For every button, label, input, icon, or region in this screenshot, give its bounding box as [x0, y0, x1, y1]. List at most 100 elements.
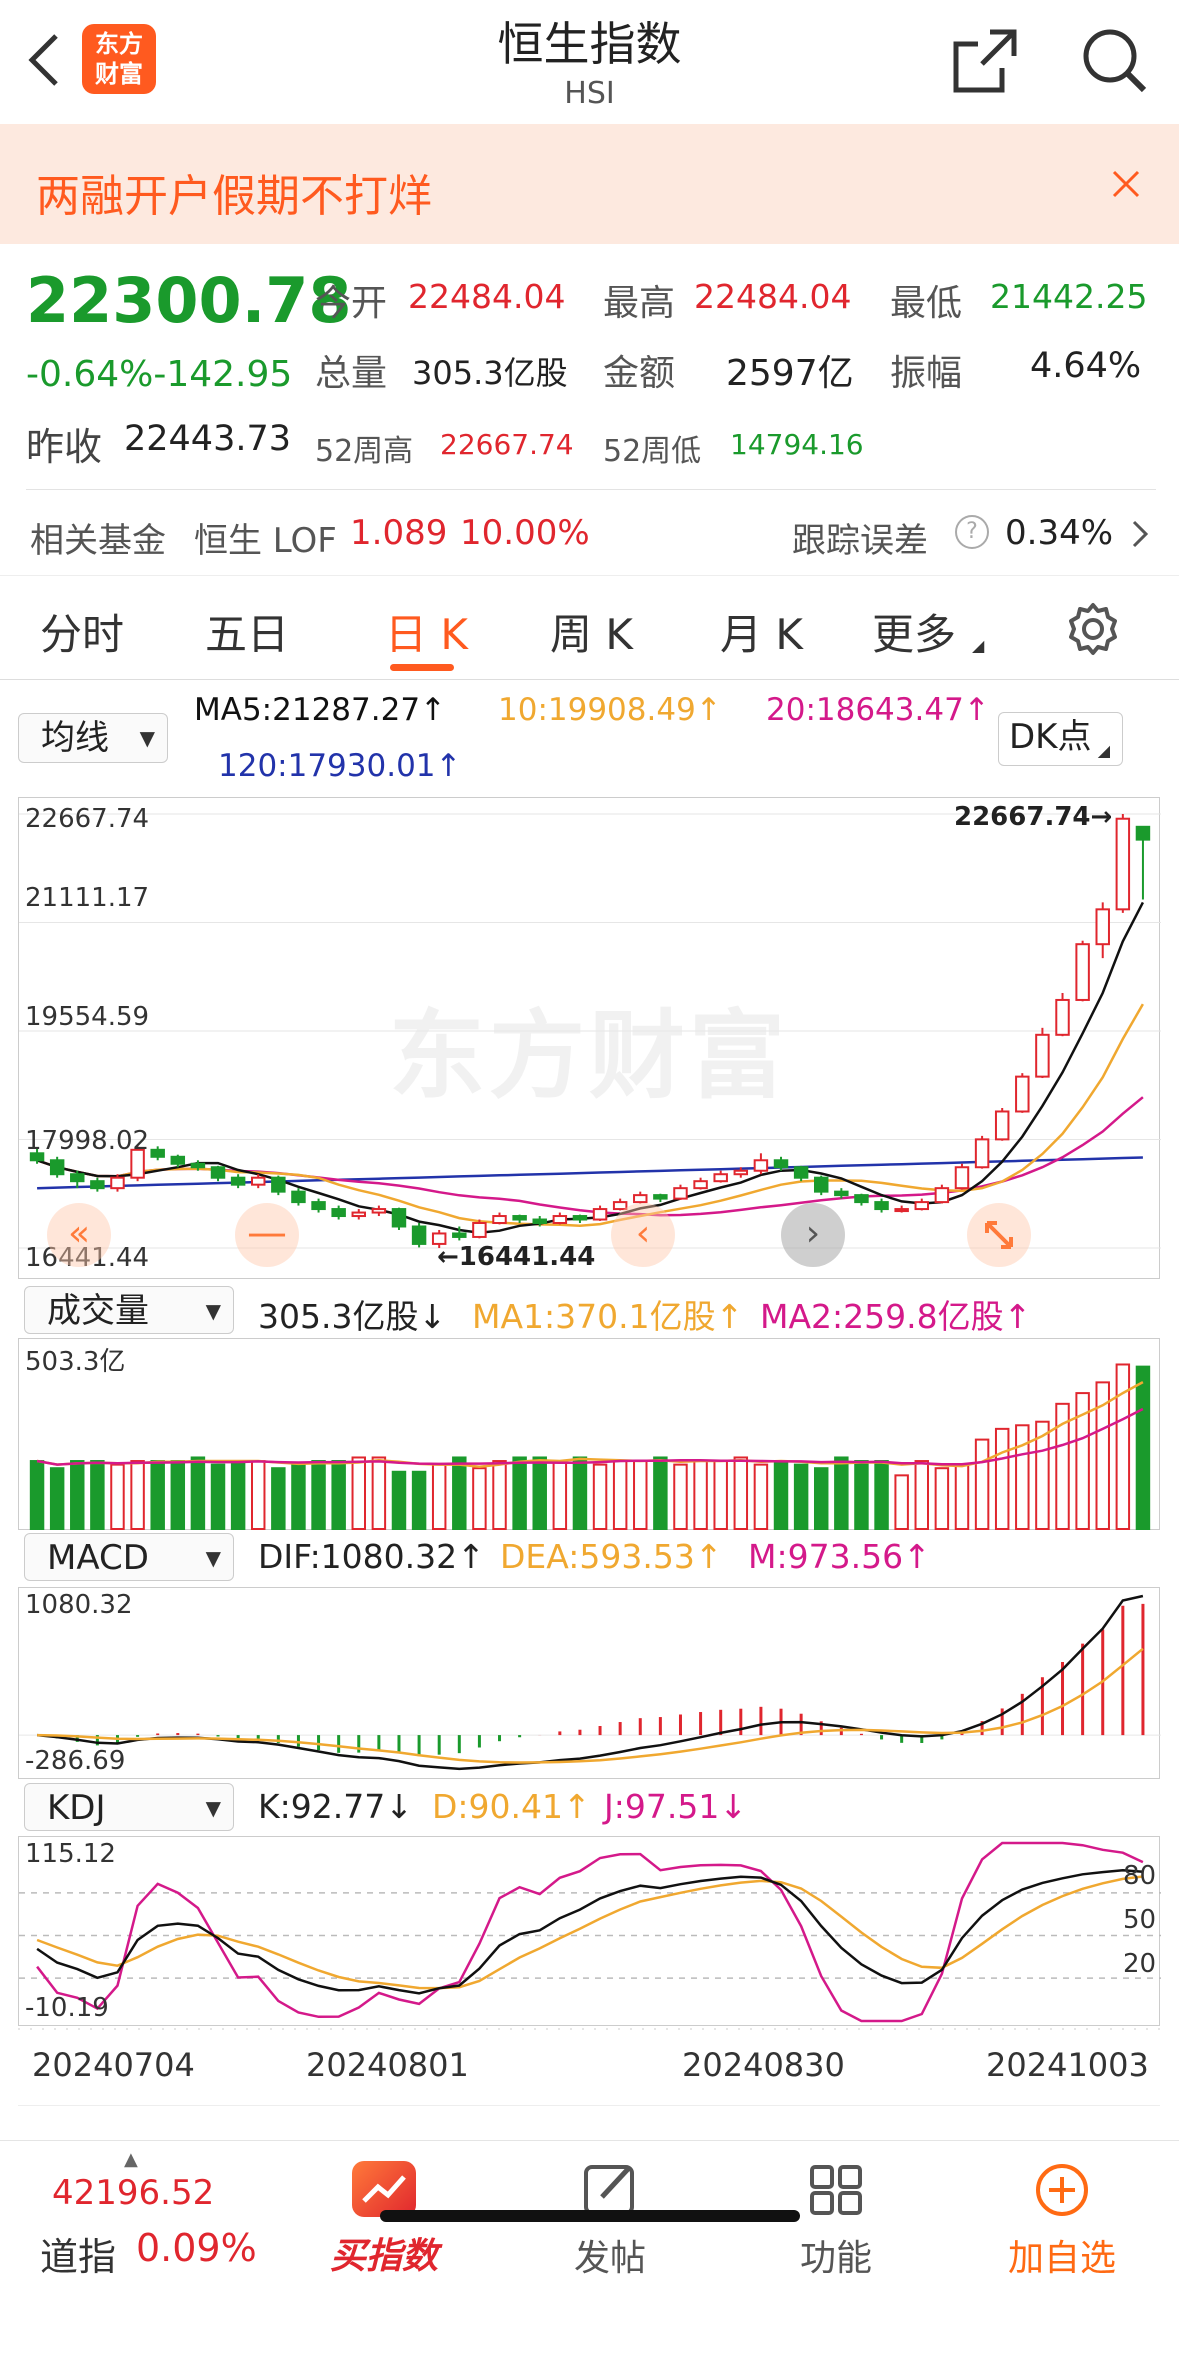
date-label: 20240704: [32, 2046, 195, 2084]
macd-m: M:973.56↑: [748, 1537, 931, 1576]
prev-close-value: 22443.73: [124, 419, 292, 459]
volume-bar: [633, 1460, 648, 1530]
kline-chart[interactable]: 东方财富 22667.74 21111.17 19554.59 17998.02…: [18, 797, 1161, 1279]
tab-more[interactable]: 更多: [872, 610, 957, 659]
volume-bar: [552, 1460, 568, 1530]
candle: [1075, 943, 1090, 1001]
date-label: 20241003: [986, 2046, 1149, 2084]
related-fund-row[interactable]: 相关基金 恒生 LOF 1.089 10.00% 跟踪误差 ? 0.34%: [0, 495, 1179, 575]
candle: [713, 1173, 728, 1183]
y-tick: 17998.02: [25, 1126, 150, 1156]
volume-bar: [1055, 1402, 1070, 1530]
volume-ma2: MA2:259.8亿股↑: [760, 1297, 1032, 1336]
volume-bar: [512, 1456, 527, 1530]
post-button[interactable]: 发帖: [520, 2161, 700, 2281]
tab-daily-k[interactable]: 日 K: [385, 610, 468, 659]
candle: [452, 1232, 467, 1238]
kdj-chart[interactable]: 115.12 -10.19 80 50 20: [18, 1836, 1161, 2026]
tab-intraday[interactable]: 分时: [40, 610, 125, 659]
candle: [1015, 1075, 1030, 1113]
settings-icon[interactable]: [1065, 601, 1121, 657]
ma10-value: 10:19908.49↑: [498, 692, 722, 728]
buy-index-button[interactable]: 买指数: [294, 2161, 474, 2279]
share-icon[interactable]: [950, 26, 1020, 96]
candle: [29, 1152, 45, 1162]
dow-index-value[interactable]: 42196.52: [52, 2173, 215, 2213]
function-button[interactable]: 功能: [746, 2161, 926, 2281]
chevron-down-icon: ▼: [139, 726, 155, 750]
add-favorite-label: 加自选: [1007, 2238, 1116, 2279]
post-label: 发帖: [573, 2238, 646, 2279]
scroll-left-button[interactable]: ‹: [611, 1203, 675, 1267]
volume-bar: [874, 1460, 889, 1530]
macd-chart[interactable]: 1080.32 -286.69: [18, 1587, 1161, 1779]
zoom-out-button[interactable]: —: [235, 1203, 299, 1267]
candle: [894, 1208, 909, 1213]
volume-bar: [230, 1460, 246, 1530]
k-line: [36, 1868, 1143, 1995]
candle: [230, 1176, 246, 1186]
low-label: 最低: [890, 283, 963, 324]
candle: [592, 1208, 608, 1221]
dow-index-pct[interactable]: 0.09%: [136, 2226, 257, 2270]
w52-high-value: 22667.74: [440, 428, 574, 461]
page-subtitle: HSI: [564, 76, 615, 111]
ma-selector[interactable]: 均线 ▼: [18, 713, 168, 763]
volume-bar: [612, 1460, 628, 1530]
volume-bar: [452, 1456, 467, 1530]
volume-bar: [371, 1456, 387, 1530]
tab-monthly-k[interactable]: 月 K: [720, 610, 803, 659]
volume-bar: [653, 1456, 668, 1530]
volume-bar: [854, 1460, 869, 1530]
volume-ymax: 503.3亿: [25, 1347, 126, 1377]
help-icon[interactable]: ?: [955, 515, 989, 549]
volume-bar: [1015, 1424, 1030, 1530]
date-label: 20240830: [682, 2046, 845, 2084]
candle: [190, 1162, 206, 1169]
candle: [994, 1110, 1010, 1141]
volume-bar: [773, 1460, 789, 1530]
volume-selector[interactable]: 成交量 ▼: [24, 1286, 234, 1334]
volume-bar: [592, 1463, 608, 1530]
close-icon[interactable]: [1110, 168, 1142, 200]
volume-bar: [331, 1460, 346, 1530]
ma120-value: 120:17930.01↑: [218, 748, 462, 784]
macd-selector[interactable]: MACD ▼: [24, 1533, 234, 1581]
kdj-ymax: 115.12: [25, 1839, 116, 1869]
trend-icon: [352, 2161, 416, 2217]
scroll-right-button[interactable]: ›: [781, 1203, 845, 1267]
search-icon[interactable]: [1080, 26, 1150, 96]
chevron-right-icon[interactable]: [1130, 519, 1150, 549]
tab-five-day[interactable]: 五日: [205, 610, 290, 659]
candle: [411, 1225, 427, 1245]
kdj-selector[interactable]: KDJ ▼: [24, 1783, 234, 1831]
macd-selector-label: MACD: [47, 1538, 149, 1578]
divider: [26, 489, 1156, 490]
j-line: [36, 1841, 1144, 2023]
promo-banner[interactable]: 两融开户假期不打烊: [0, 124, 1179, 244]
fund-name: 恒生 LOF: [194, 521, 337, 561]
candle: [572, 1215, 588, 1221]
volume-bar: [130, 1460, 145, 1530]
scroll-left-fast-button[interactable]: «: [47, 1203, 111, 1267]
dow-index-name[interactable]: 道指: [40, 2235, 117, 2279]
volume-bar: [411, 1470, 427, 1530]
w52-low-label: 52周低: [603, 434, 702, 469]
volume-chart[interactable]: 503.3亿: [18, 1338, 1160, 1531]
dk-point-button[interactable]: DK点 ◢: [998, 712, 1123, 766]
volume-bar: [834, 1456, 849, 1530]
kdj-level: 50: [1123, 1905, 1157, 1935]
y-tick: 22667.74: [25, 804, 150, 834]
back-icon[interactable]: [22, 30, 66, 90]
function-label: 功能: [799, 2238, 872, 2279]
volume-bar: [994, 1427, 1010, 1530]
candle: [673, 1187, 688, 1200]
candle: [250, 1176, 266, 1186]
fullscreen-icon[interactable]: [967, 1203, 1031, 1267]
buy-index-label: 买指数: [329, 2236, 438, 2277]
tab-weekly-k[interactable]: 周 K: [550, 610, 633, 659]
open-label: 今开: [315, 283, 388, 324]
candle: [150, 1148, 165, 1158]
candle: [1095, 908, 1110, 946]
add-favorite-button[interactable]: 加自选: [972, 2161, 1152, 2281]
